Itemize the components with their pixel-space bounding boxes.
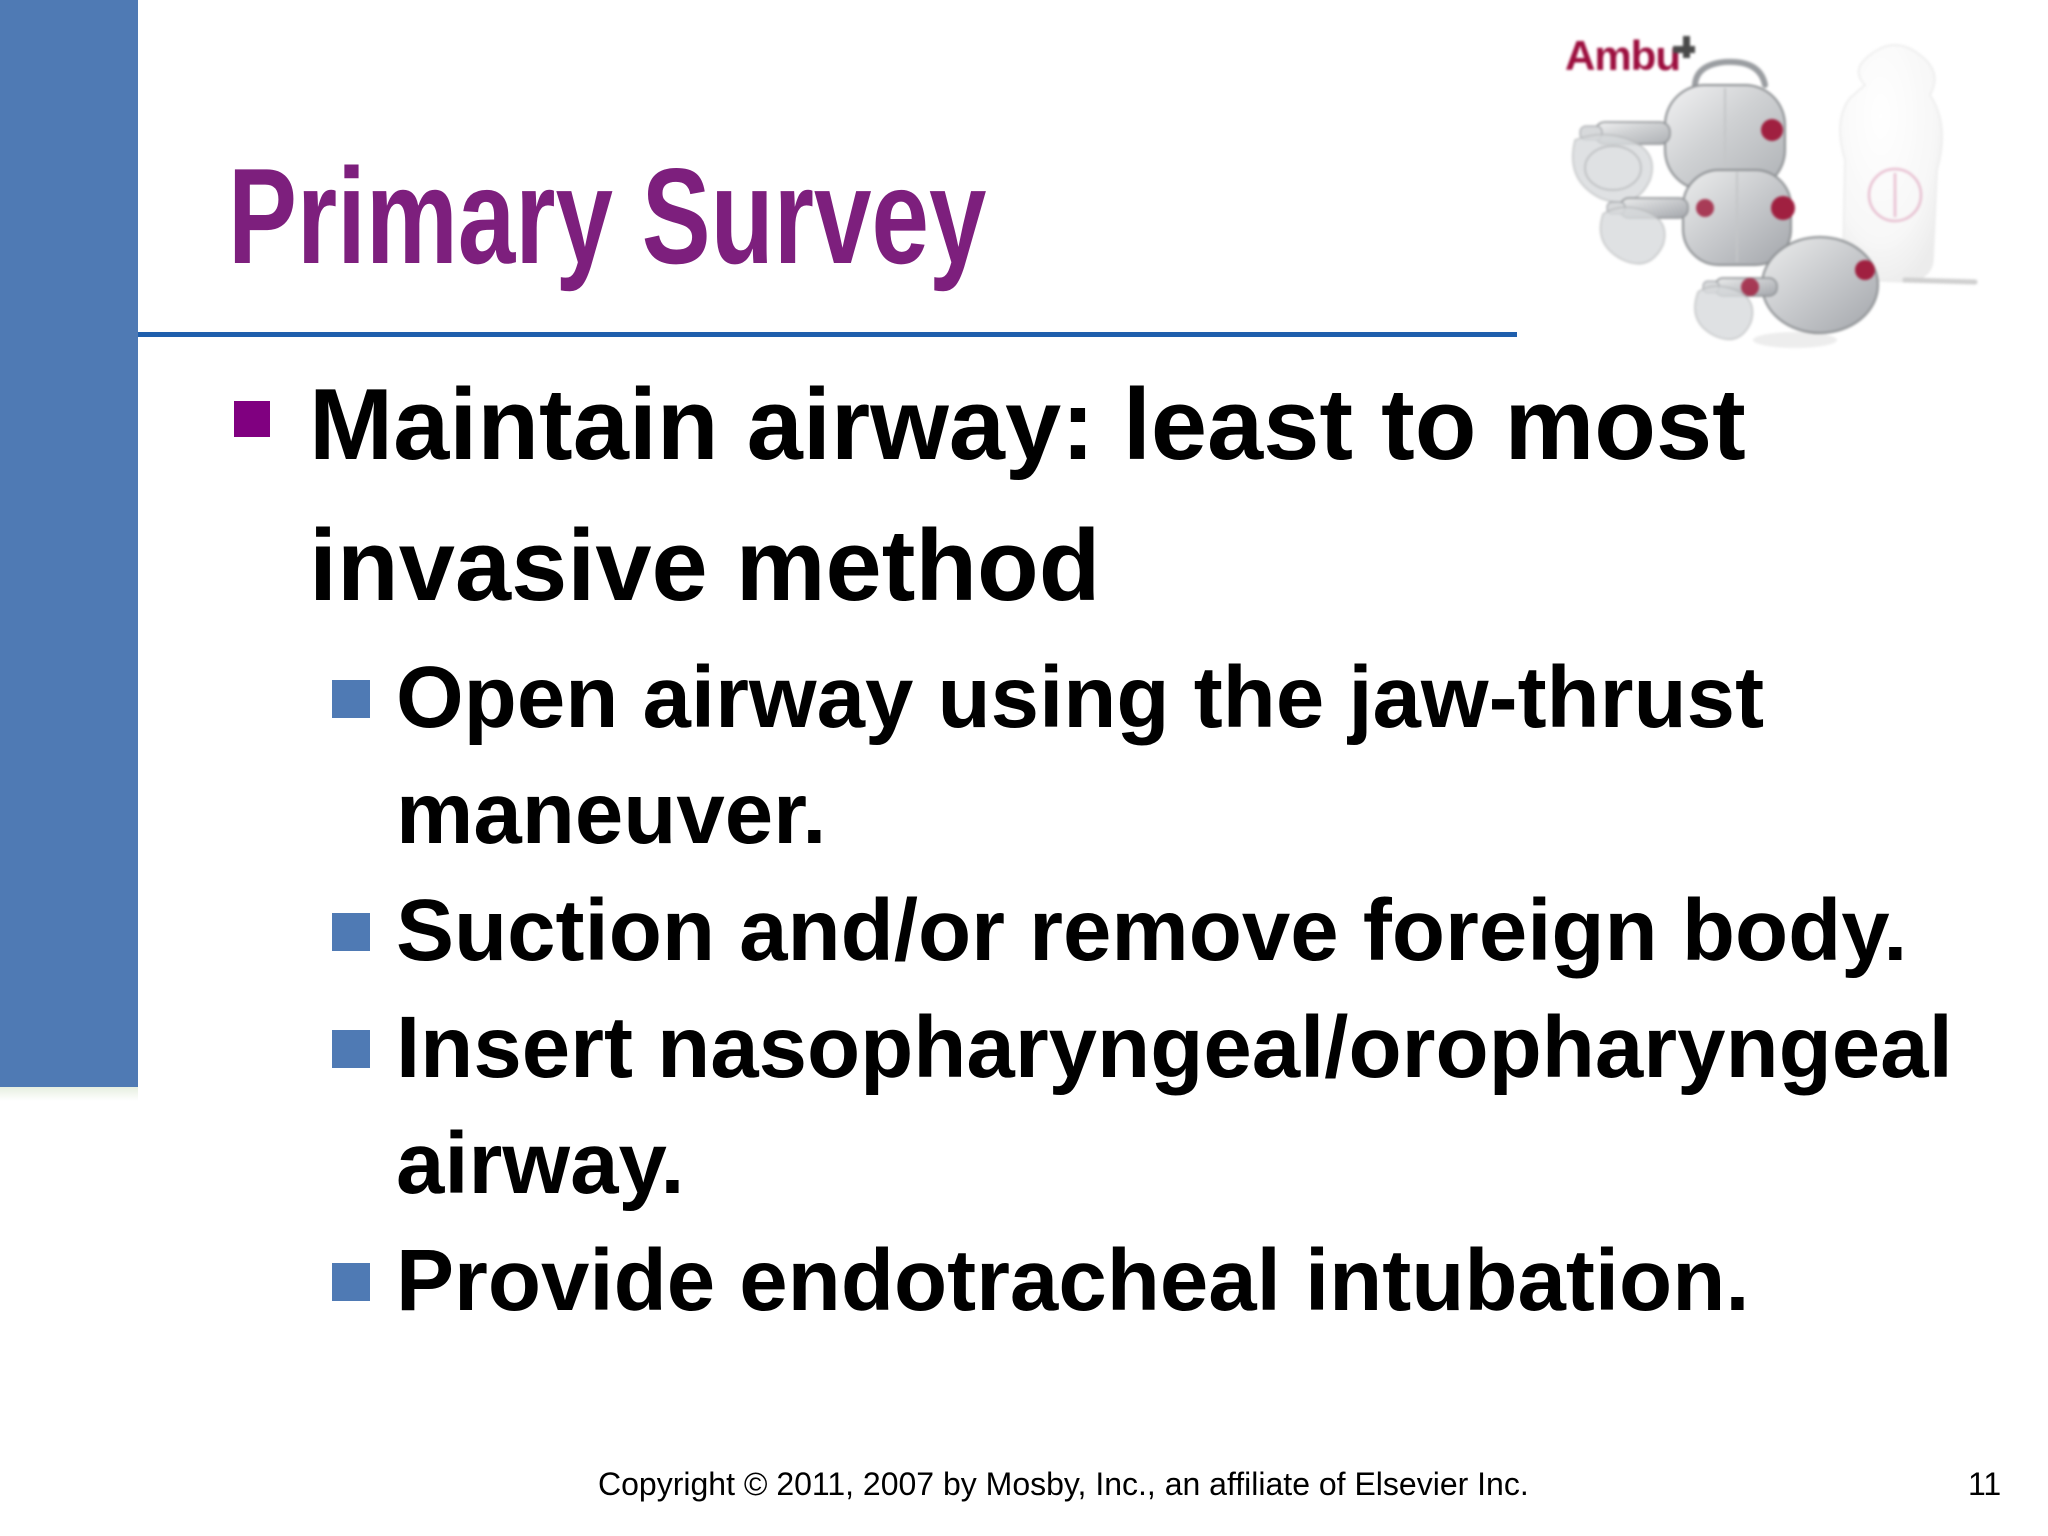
- svg-text:Ambu: Ambu: [1565, 32, 1680, 79]
